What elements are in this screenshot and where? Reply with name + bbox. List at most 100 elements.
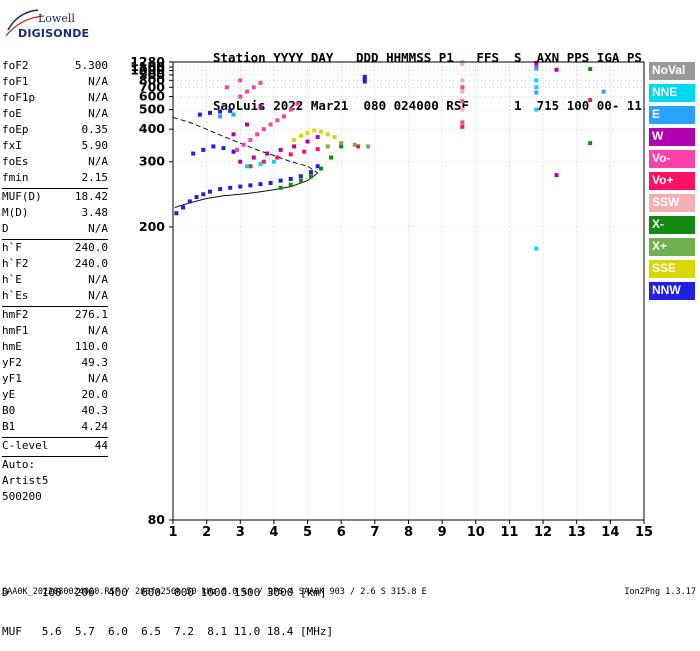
echo-point xyxy=(554,173,559,178)
param-label: B1 xyxy=(2,420,16,433)
parameter-group-profile: hmF2 276.1 hmF1 N/A hmE 110.0 yF2 49.3 yF1 N/A yE 2… xyxy=(2,307,108,435)
echo-point xyxy=(174,211,179,216)
param-row-foe: foE N/A xyxy=(2,106,108,122)
param-value: 276.1 xyxy=(74,308,108,321)
param-value: N/A xyxy=(88,107,108,120)
echo-point xyxy=(224,85,229,90)
echo-point xyxy=(298,178,303,183)
chart-points xyxy=(174,60,606,251)
param-label: M(D) xyxy=(2,206,29,219)
echo-point xyxy=(234,147,239,152)
echo-point xyxy=(238,159,243,164)
chart-curves xyxy=(172,116,318,208)
parameter-group-muf: MUF(D) 18.42 M(D) 3.48 D N/A xyxy=(2,189,108,237)
echo-point xyxy=(275,118,280,123)
parameter-group-virtual-heights: h`F 240.0 h`F2 240.0 h`E N/A h`Es N/A xyxy=(2,240,108,304)
x-tick-label: 9 xyxy=(438,525,447,540)
divider xyxy=(2,437,108,438)
logo-lowell-text: Lowell xyxy=(38,12,75,25)
echo-point xyxy=(534,90,539,95)
param-label: fxI xyxy=(2,139,22,152)
param-row-fxi: fxI 5.90 xyxy=(2,138,108,154)
echo-point xyxy=(460,89,465,94)
param-value: N/A xyxy=(88,155,108,168)
echo-point xyxy=(534,78,539,83)
echo-point xyxy=(208,110,213,115)
echo-point xyxy=(298,133,303,138)
param-value: N/A xyxy=(88,324,108,337)
x-tick-label: 12 xyxy=(534,525,552,540)
muf-distance-table: D 100 200 400 600 800 1000 1500 3000 [km… xyxy=(2,560,333,651)
echo-point xyxy=(218,114,223,119)
echo-point xyxy=(241,142,246,147)
echo-point xyxy=(305,139,310,144)
param-label: yE xyxy=(2,388,16,401)
param-value: 49.3 xyxy=(81,356,109,369)
x-tick-label: 7 xyxy=(370,525,379,540)
param-value: 0.35 xyxy=(81,123,109,136)
echo-point xyxy=(265,151,270,156)
param-row-b1: B1 4.24 xyxy=(2,419,108,435)
chart-grid xyxy=(172,61,645,521)
echo-point xyxy=(278,178,283,183)
auto-label: Auto: xyxy=(2,458,36,471)
param-label: D xyxy=(2,222,9,235)
param-row-hmf1: hmF1 N/A xyxy=(2,323,108,339)
param-row-foes: foEs N/A xyxy=(2,154,108,170)
x-tick-label: 10 xyxy=(467,525,485,540)
echo-point xyxy=(231,112,236,117)
echo-point xyxy=(238,184,243,189)
echo-point xyxy=(362,74,367,79)
param-value: N/A xyxy=(88,289,108,302)
param-label: yF2 xyxy=(2,356,22,369)
param-row-fof1p: foF1p N/A xyxy=(2,90,108,106)
echo-point xyxy=(460,85,465,90)
dashed-profile-curve xyxy=(172,116,318,174)
echo-point xyxy=(298,174,303,179)
echo-point xyxy=(339,144,344,149)
echo-point xyxy=(315,147,320,152)
legend-item-w: W xyxy=(649,128,695,146)
echo-point xyxy=(534,60,539,65)
echo-point xyxy=(181,205,186,210)
echo-point xyxy=(278,147,283,152)
echo-point xyxy=(534,107,539,112)
echo-point xyxy=(308,174,313,179)
echo-point xyxy=(554,67,559,72)
param-value: 3.48 xyxy=(81,206,109,219)
param-row-fmin: fmin 2.15 xyxy=(2,170,108,186)
param-label: foEs xyxy=(2,155,29,168)
echo-point xyxy=(288,152,293,157)
echo-point xyxy=(319,166,324,171)
echo-point xyxy=(362,79,367,84)
echo-point xyxy=(218,187,223,192)
echo-point xyxy=(194,195,199,200)
distance-row: D 100 200 400 600 800 1000 1500 3000 [km… xyxy=(2,586,327,599)
param-value: 40.3 xyxy=(81,404,109,417)
param-value: 240.0 xyxy=(74,257,108,270)
x-tick-label: 1 xyxy=(168,525,177,540)
echo-point xyxy=(201,192,206,197)
y-tick-label: 1000 xyxy=(130,63,165,78)
echo-point xyxy=(588,67,593,72)
param-label: foEp xyxy=(2,123,29,136)
echo-point xyxy=(319,129,324,134)
param-label: B0 xyxy=(2,404,16,417)
param-value: N/A xyxy=(88,273,108,286)
echo-point xyxy=(258,104,263,109)
param-label: hmF1 xyxy=(2,324,29,337)
echo-point xyxy=(295,101,300,106)
param-value: 5.90 xyxy=(81,139,109,152)
param-row-mufd: MUF(D) 18.42 xyxy=(2,189,108,205)
echo-point xyxy=(288,182,293,187)
echo-point xyxy=(534,246,539,251)
echo-point xyxy=(325,144,330,149)
logo-arc-icon xyxy=(5,9,45,37)
echo-point xyxy=(588,141,593,146)
x-tick-label: 11 xyxy=(500,525,518,540)
x-tick-label: 15 xyxy=(635,525,653,540)
param-row-yf1: yF1 N/A xyxy=(2,371,108,387)
echo-point xyxy=(308,170,313,175)
parameter-panel: foF2 5.300 foF1 N/A foF1p N/A foE N/A foEp 0.35 fx… xyxy=(2,58,108,505)
header-line-2: SaoLuis 2022 Mar21 080 024000 RSF 1 715 … xyxy=(213,98,642,113)
